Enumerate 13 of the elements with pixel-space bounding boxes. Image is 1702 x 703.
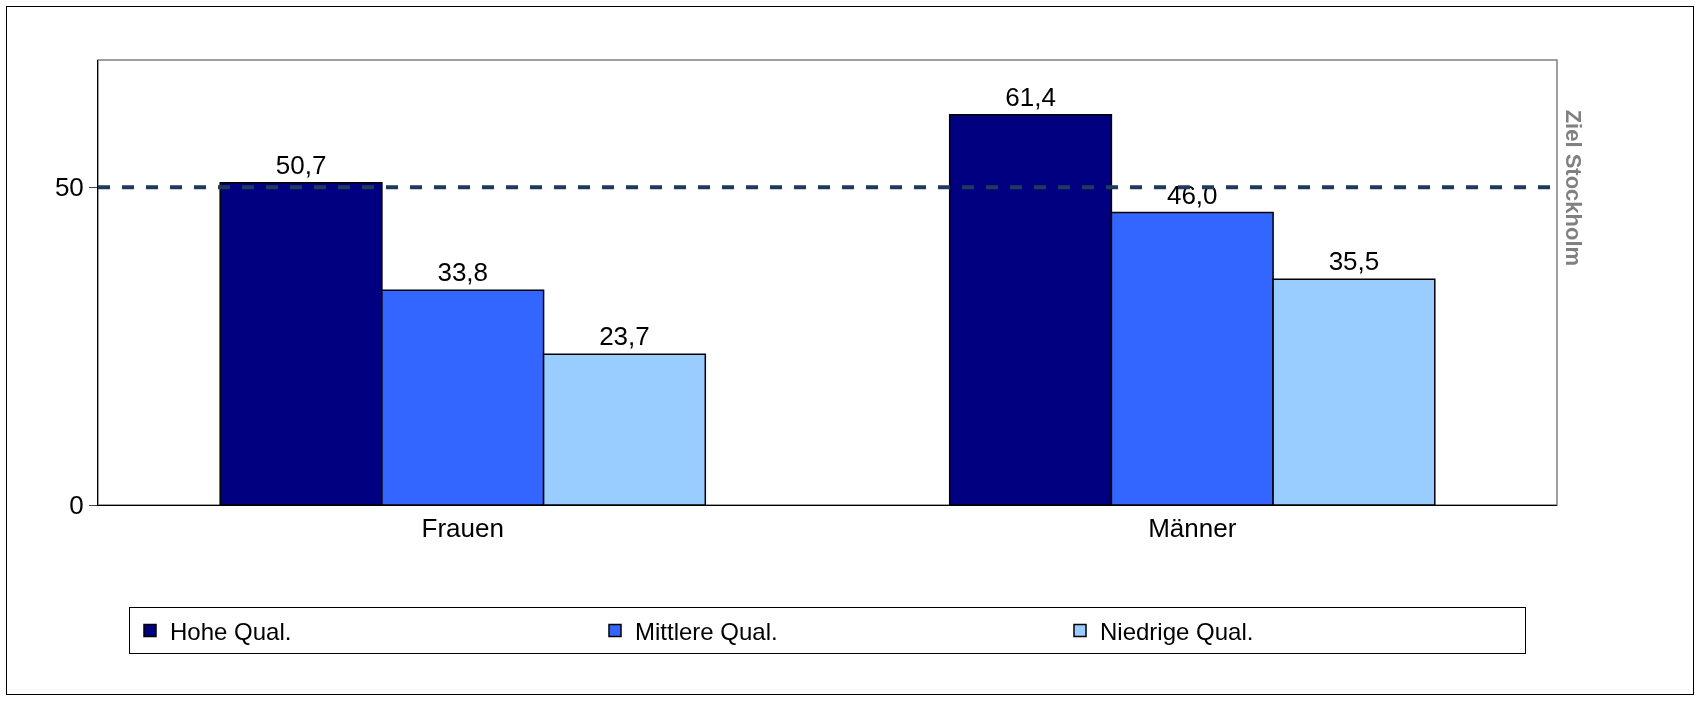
legend-label: Mittlere Qual. bbox=[635, 617, 778, 645]
data-label: 50,7 bbox=[275, 149, 327, 180]
data-label: 33,8 bbox=[437, 257, 489, 288]
ref-line-label: Ziel Stockholm bbox=[1560, 109, 1586, 267]
legend-label: Hohe Qual. bbox=[170, 617, 292, 645]
legend-label: Niedrige Qual. bbox=[1100, 617, 1254, 645]
x-tick-label: Frauen bbox=[421, 513, 504, 544]
x-tick-label: Männer bbox=[1148, 513, 1237, 544]
data-label: 61,4 bbox=[1005, 81, 1056, 112]
y-tick-label: 50 bbox=[54, 172, 84, 203]
y-tick-label: 0 bbox=[69, 490, 84, 521]
data-label: 23,7 bbox=[599, 321, 650, 352]
data-label: 35,5 bbox=[1328, 246, 1380, 277]
